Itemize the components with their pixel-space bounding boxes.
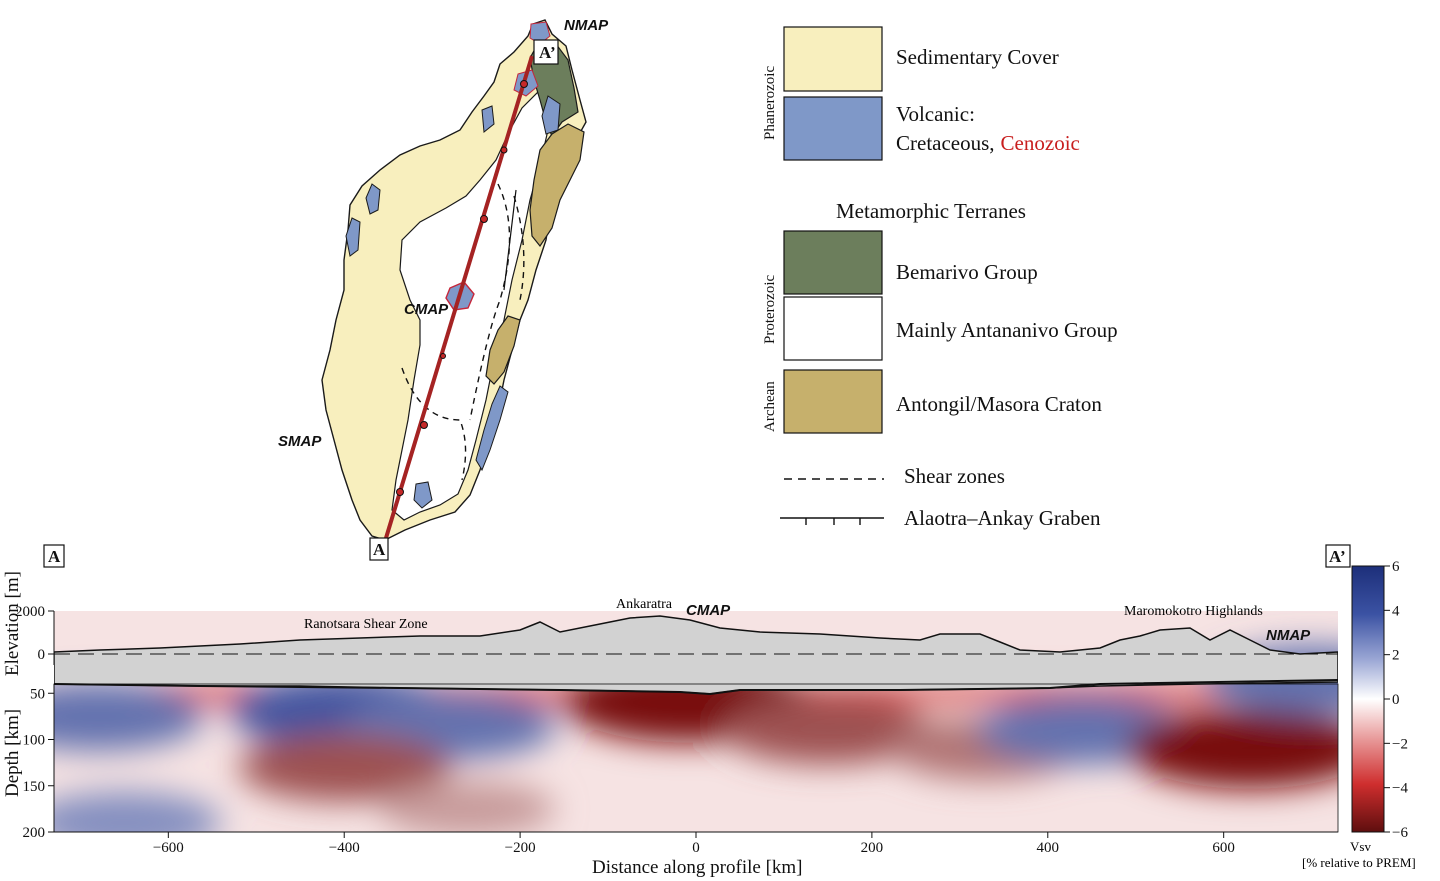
legend-label-cenozoic: Cenozoic [1001,131,1080,155]
profile-station [440,353,446,359]
legend-swatch-volcanic [783,96,883,161]
depth-tick-label: 100 [23,733,46,749]
volcanic-north-east [541,95,561,135]
x-tick-label: −600 [153,840,184,856]
volcanic-west-2 [345,217,361,257]
legend-graben-symbol [780,517,884,525]
volcanic-west-1 [365,183,381,215]
depth-tick-label: 200 [23,825,46,841]
legend-label-shear: Shear zones [904,464,1005,488]
profile-station [520,80,528,88]
depth-tick-label: 50 [30,686,45,702]
legend-label-antananarivo: Mainly Antananivo Group [896,318,1118,342]
graben-line [503,189,517,291]
legend-swatch-bemarivo [783,230,883,295]
colorbar-tick-label: 0 [1392,692,1400,708]
colorbar-tick-label: 2 [1392,648,1400,664]
colorbar-tick-label: −6 [1392,825,1408,841]
slow-anomaly [1126,708,1338,789]
legend-label-antongil: Antongil/Masora Craton [896,392,1102,416]
smap-label: SMAP [278,433,322,450]
cross-section: A A’ 2000 0 50 100 150 200 −600 −400 −200 0 200 4… [2,544,1416,878]
masora-craton [485,315,521,385]
legend-label-cretaceous: Cretaceous, [896,131,995,155]
velocity-heatmap [54,611,1338,832]
x-tick-label: 400 [1037,840,1060,856]
colorbar-ticks: 6 4 2 0 −2 −4 −6 [1384,559,1408,841]
ranotsara-label: Ranotsara Shear Zone [304,617,428,632]
depth-axis-title: Depth [km] [2,709,23,797]
elevation-ticks: 2000 0 [15,604,54,663]
legend-label-graben: Alaotra–Ankay Graben [904,506,1101,530]
nmap-profile-label: NMAP [1266,627,1311,644]
colorbar-subtitle: [% relative to PREM] [1302,855,1416,870]
elev-tick-label: 2000 [15,604,45,620]
a-label: A [373,540,386,559]
metamorphic-heading: Metamorphic Terranes [836,199,1026,223]
nmap-label: NMAP [564,17,609,34]
x-tick-label: −400 [329,840,360,856]
legend-swatch-antananarivo [783,296,883,361]
era-phanerozoic: Phanerozoic [762,66,778,140]
x-tick-label: −200 [505,840,536,856]
shear-zone-2 [469,183,511,421]
a-prime-box [533,39,559,65]
madagascar-map: NMAP CMAP SMAP A’ A [278,17,609,561]
depth-ticks: 50 100 150 200 [23,686,54,841]
colorbar-tick-label: −4 [1392,781,1408,797]
profile-station [500,146,508,154]
slow-anomaly [721,696,934,765]
cmap-label: CMAP [404,301,449,318]
slow-anomaly [379,780,556,832]
fast-anomaly [54,682,204,751]
legend-label-bemarivo: Bemarivo Group [896,260,1038,284]
elevation-axis-title: Elevation [m] [2,571,23,676]
colorbar-tick-label: −2 [1392,736,1408,752]
fast-anomaly [54,791,222,832]
shear-zone-3 [513,195,525,301]
x-axis-title: Distance along profile [km] [592,857,803,878]
a-prime-label: A’ [539,43,556,62]
legend: Phanerozoic Sedimentary Cover Volcanic: … [762,26,1118,530]
era-proterozoic: Proterozoic [762,275,778,344]
depth-tick-label: 150 [23,779,46,795]
colorbar [1351,565,1385,833]
volcanic-northwest-coast [481,105,495,133]
x-tick-label: 200 [861,840,884,856]
x-tick-label: 0 [692,840,700,856]
profile-line [384,55,534,539]
colorbar-tick-label: 6 [1392,559,1400,575]
section-a-prime-label: A’ [1329,547,1346,566]
x-tick-label: 600 [1212,840,1235,856]
a-box [369,537,389,561]
shear-zone-1 [401,367,467,481]
section-a-label: A [48,547,61,566]
legend-swatch-antongil [783,369,883,434]
moho-line [54,679,1338,696]
x-ticks: −600 −400 −200 0 200 400 600 [153,832,1235,856]
section-a-prime-box [1325,544,1351,568]
ankaratra-label: Ankaratra [616,597,673,612]
cmap-profile-label: CMAP [686,602,731,619]
volcanic-east-coast [475,385,509,472]
slow-anomaly [238,733,451,802]
section-a-box [43,544,65,568]
legend-label-volcanic-2: Cretaceous, Cenozoic [896,131,1080,155]
legend-label-sedimentary: Sedimentary Cover [896,45,1059,69]
profile-station [420,421,428,429]
colorbar-title: Vsv [1350,839,1371,854]
profile-station [480,215,488,223]
era-archean: Archean [762,381,778,432]
colorbar-tick-label: 4 [1392,603,1400,619]
legend-swatch-sedimentary [783,26,883,92]
maromokotro-label: Maromokotro Highlands [1124,604,1263,619]
antongil-craton-north [529,123,585,248]
profile-station [396,488,404,496]
legend-label-volcanic-1: Volcanic: [896,102,975,126]
volcanic-south [413,481,433,509]
elev-tick-label: 0 [38,647,46,663]
